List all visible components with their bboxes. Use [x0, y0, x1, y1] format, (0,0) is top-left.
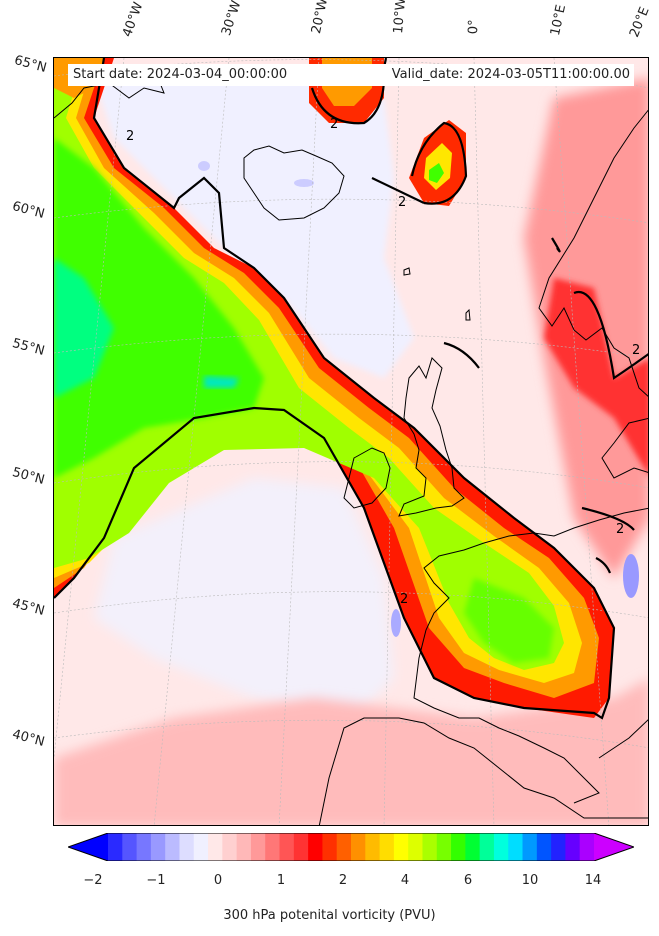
near-zero-area-mid [94, 478, 394, 718]
pv-core-iberia [464, 578, 554, 663]
colorbar-segment [108, 833, 123, 861]
near-zero-area-north [94, 78, 414, 378]
lat-label-65n: 65°N [12, 53, 49, 76]
colorbar-segment [465, 833, 481, 861]
colorbar-segment [250, 833, 266, 861]
pv-band-south [54, 679, 648, 825]
lon-label-10w: 10°W [391, 0, 410, 35]
colorbar-segment [308, 833, 323, 861]
coast-mediterranean [598, 719, 648, 759]
colorbar-segment [351, 833, 366, 861]
colorbar-tick-label: 1 [276, 873, 286, 888]
pv-core-cyan [54, 258, 114, 398]
contour-label-4: 2 [400, 592, 408, 607]
lon-label-40w: 40°W [120, 0, 147, 40]
lat-label-40n: 40°N [10, 727, 47, 750]
colorbar-segment [265, 833, 281, 861]
colorbar-segment [522, 833, 538, 861]
colorbar-segment [136, 833, 152, 861]
colorbar-segment [422, 833, 438, 861]
coastlines [54, 67, 648, 825]
colorbar-segment [208, 833, 223, 861]
colorbar-segment [322, 833, 338, 861]
colorbar-segment [451, 833, 466, 861]
colorbar-tick-label: −1 [146, 873, 166, 888]
contour-label-2: 2 [330, 117, 338, 132]
lon-label-30w: 30°W [219, 0, 245, 38]
colorbar-segment [536, 833, 552, 861]
pv-streamer-lightgreen [54, 58, 564, 670]
pv-belt-east-core [544, 278, 648, 475]
colorbar-tick-label: 6 [463, 873, 473, 888]
contour-label-1: 2 [126, 129, 134, 144]
colorbar-segment [179, 833, 195, 861]
colorbar-label: 300 hPa potenital vorticity (PVU) [223, 908, 436, 923]
start-date-text: Start date: 2024-03-04_00:00:00 [73, 67, 288, 82]
colorbar-segment [379, 833, 395, 861]
colorbar-segment [122, 833, 138, 861]
colorbar-segment [436, 833, 452, 861]
colorbar [68, 833, 634, 861]
coast-iceland [243, 145, 345, 221]
pv-core-spot [204, 376, 239, 388]
colorbar-segment [579, 833, 595, 861]
coast-britain [398, 357, 465, 517]
coast-north-africa [318, 717, 648, 825]
colorbar-tick-label: 2 [338, 873, 348, 888]
colorbar-segment [508, 833, 524, 861]
lat-label-45n: 45°N [10, 596, 47, 619]
lon-label-20e: 20°E [627, 5, 653, 40]
date-info-box: Start date: 2024-03-04_00:00:00 Valid_da… [68, 64, 634, 86]
lat-label-55n: 55°N [10, 336, 47, 359]
colorbar-segment [279, 833, 295, 861]
colorbar-segment [565, 833, 581, 861]
pv-lobe-ne-core [429, 163, 444, 183]
colorbar-segment [165, 833, 180, 861]
lat-label-50n: 50°N [10, 465, 47, 488]
colorbar-tick-label: 0 [213, 873, 223, 888]
colorbar-segment [193, 833, 209, 861]
colorbar-extend-low [68, 833, 108, 861]
pv-negative-spot-1 [623, 554, 639, 598]
colorbar-segment [293, 833, 309, 861]
lon-label-20w: 20°W [309, 0, 332, 36]
colorbar-segment [150, 833, 166, 861]
coast-sweden [601, 417, 648, 479]
colorbar-tick-label: 14 [584, 873, 602, 888]
colorbar-segment [336, 833, 352, 861]
colorbar-tick-label: 10 [521, 873, 539, 888]
lat-label-60n: 60°N [10, 199, 47, 222]
pv-core-green [54, 138, 264, 478]
colorbar-segment [393, 833, 409, 861]
lon-label-0: 0° [466, 19, 482, 35]
coast-norway [538, 109, 648, 397]
contour-label-5: 2 [632, 343, 640, 358]
colorbar-segment [236, 833, 252, 861]
coast-shetland [465, 308, 471, 321]
valid-date-text: Valid_date: 2024-03-05T11:00:00.00 [391, 67, 630, 82]
coast-greenland [54, 67, 165, 119]
colorbar-segment [479, 833, 495, 861]
colorbar-segment [222, 833, 238, 861]
coast-faroe [403, 267, 411, 276]
colorbar-segment [365, 833, 381, 861]
pv-map-canvas: 2 2 2 2 2 2 [54, 58, 648, 825]
contour-label-3: 2 [398, 195, 406, 210]
pv-map: 2 2 2 2 2 2 [53, 57, 649, 826]
pv-negative-spot-4 [294, 179, 314, 187]
colorbar-segment [493, 833, 509, 861]
lon-label-10e: 10°E [548, 3, 570, 38]
coast-ireland [343, 447, 391, 509]
contour-label-6: 2 [616, 522, 624, 537]
colorbar-segment [408, 833, 423, 861]
colorbar-extend-high [594, 833, 634, 861]
pv-negative-spot-3 [198, 161, 210, 171]
colorbar-segment [551, 833, 566, 861]
coast-france-iberia [413, 507, 648, 804]
pv-negative-spot-2 [391, 609, 401, 637]
colorbar-tick-label: −2 [83, 873, 103, 888]
colorbar-tick-label: 4 [400, 873, 410, 888]
